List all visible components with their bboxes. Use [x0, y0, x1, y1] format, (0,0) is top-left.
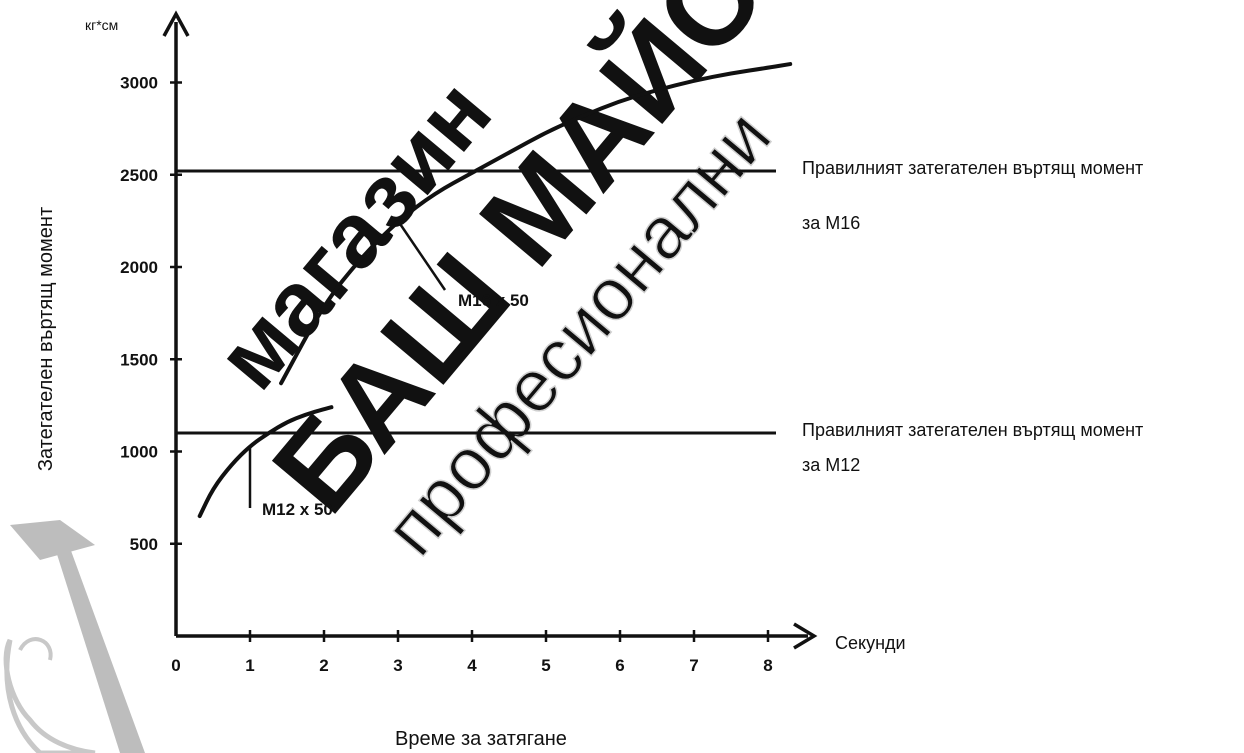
reference-label-line1: Правилният затегателен въртящ момент — [802, 420, 1143, 440]
y-ticks: 500 1000 1500 2000 2500 3000 — [120, 74, 182, 554]
y-unit-label: кг*см — [85, 17, 118, 33]
axes — [162, 10, 818, 650]
x-tick-label: 7 — [689, 656, 698, 675]
series-line — [279, 62, 793, 386]
y-tick-label: 1500 — [120, 350, 158, 369]
series-label: M12 x 50 — [262, 500, 333, 519]
x-tick-label: 6 — [615, 656, 624, 675]
series-layer: M16 x 50 M12 x 50 — [197, 62, 793, 519]
x-axis-title: Време за затягане — [395, 728, 567, 750]
reference-label-line1: Правилният затегателен въртящ момент — [802, 158, 1143, 178]
y-tick-label: 3000 — [120, 74, 158, 93]
y-axis-title: Затегателен въртящ момент — [35, 207, 57, 471]
x-ticks: 0 1 2 3 4 5 6 7 8 — [171, 630, 773, 675]
y-tick-label: 2500 — [120, 166, 158, 185]
logo-hammer-icon — [3, 520, 145, 753]
watermark: магазин БАШ МАЙСТОР професионални — [197, 0, 943, 571]
x-tick-label: 5 — [541, 656, 550, 675]
x-axis-arrow — [793, 622, 818, 650]
x-tick-label: 1 — [245, 656, 254, 675]
x-tick-label: 4 — [467, 656, 477, 675]
series-label: M16 x 50 — [458, 291, 529, 310]
y-axis-arrow — [162, 10, 190, 37]
x-tick-label: 0 — [171, 656, 180, 675]
y-tick-label: 500 — [130, 535, 158, 554]
reference-label-line2: за М16 — [802, 213, 860, 233]
series-leader-line — [396, 220, 447, 291]
y-tick-label: 2000 — [120, 258, 158, 277]
series-line — [197, 405, 334, 519]
y-tick-label: 1000 — [120, 443, 158, 462]
reference-label-line2: за М12 — [802, 455, 860, 475]
x-tick-label: 8 — [763, 656, 772, 675]
x-tick-label: 3 — [393, 656, 402, 675]
x-unit-label: Секунди — [835, 633, 906, 653]
x-tick-label: 2 — [319, 656, 328, 675]
